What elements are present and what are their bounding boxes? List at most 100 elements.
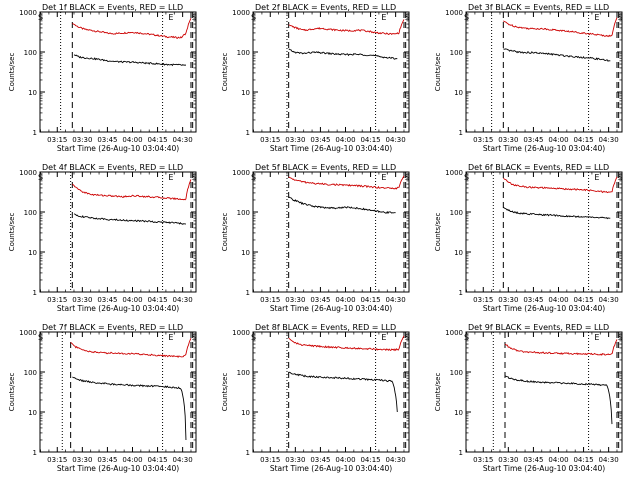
events-series-line (73, 54, 186, 67)
detector-panel: Det 8f BLACK = Events, RED = LLD 1 10 100 10… (221, 323, 410, 473)
event-marker-label: E (381, 333, 386, 342)
event-marker-label: S (251, 173, 256, 182)
x-axis-label: Start Time (26-Aug-10 03:04:40) (270, 304, 392, 313)
y-tick-label: 1 (246, 449, 250, 457)
x-tick-label: 04:00 (335, 296, 355, 304)
event-marker-label: S (38, 13, 43, 22)
y-tick-label: 100 (24, 369, 37, 377)
detector-panel: Det 9f BLACK = Events, RED = LLD 1 10 100 10… (434, 323, 623, 473)
event-marker-label: S (618, 173, 623, 182)
lld-series-line (288, 19, 405, 36)
panel-title: Det 5f BLACK = Events, RED = LLD (255, 163, 396, 172)
x-tick-label: 04:30 (173, 136, 193, 144)
panel-title: Det 1f BLACK = Events, RED = LLD (42, 3, 183, 12)
x-tick-label: 03:45 (97, 296, 117, 304)
x-tick-label: 04:30 (599, 456, 619, 464)
lld-series-line (72, 18, 192, 39)
event-marker-label: E (594, 173, 599, 182)
events-series-line (503, 207, 611, 220)
y-tick-label: 1 (33, 129, 37, 137)
x-tick-label: 04:30 (173, 456, 193, 464)
x-tick-label: 04:30 (386, 296, 406, 304)
x-tick-label: 04:00 (122, 296, 142, 304)
y-tick-label: 100 (237, 369, 250, 377)
panel-title: Det 9f BLACK = Events, RED = LLD (468, 323, 609, 332)
y-axis-label: Counts/sec (8, 53, 16, 92)
y-tick-label: 1000 (19, 169, 37, 177)
events-series-line (288, 48, 398, 60)
event-marker-label: S (464, 333, 469, 342)
y-tick-label: 1000 (232, 169, 250, 177)
plot-frame (252, 171, 410, 293)
y-tick-label: 1000 (19, 9, 37, 17)
y-tick-label: 10 (454, 249, 463, 257)
event-marker-label: S (464, 173, 469, 182)
y-tick-label: 10 (28, 249, 37, 257)
x-tick-label: 04:15 (147, 136, 167, 144)
y-tick-label: 10 (241, 89, 250, 97)
x-tick-label: 03:15 (260, 136, 280, 144)
x-tick-label: 03:30 (498, 136, 518, 144)
plot-frame (252, 11, 410, 133)
x-tick-label: 04:15 (573, 456, 593, 464)
y-tick-label: 1000 (445, 329, 463, 337)
events-series-line (72, 376, 187, 440)
y-axis-label: Counts/sec (221, 213, 229, 252)
x-axis-label: Start Time (26-Aug-10 03:04:40) (483, 464, 605, 473)
x-tick-label: 03:15 (473, 136, 493, 144)
x-tick-label: 03:30 (72, 136, 92, 144)
y-tick-label: 1000 (445, 9, 463, 17)
y-tick-label: 1 (33, 289, 37, 297)
events-series-line (288, 196, 396, 215)
plot-frame (465, 331, 623, 453)
plot-frame (39, 171, 197, 293)
y-tick-label: 1000 (232, 329, 250, 337)
detector-panel: Det 4f BLACK = Events, RED = LLD 1 10 100 10… (8, 163, 197, 313)
x-tick-label: 04:15 (360, 456, 380, 464)
y-tick-label: 10 (28, 409, 37, 417)
event-marker-label: E (594, 333, 599, 342)
x-tick-label: 04:00 (122, 136, 142, 144)
event-marker-label: S (251, 13, 256, 22)
events-series-line (288, 371, 398, 413)
x-axis-label: Start Time (26-Aug-10 03:04:40) (57, 304, 179, 313)
events-series-line (503, 48, 611, 62)
event-marker-label: S (405, 173, 410, 182)
x-tick-label: 04:30 (173, 296, 193, 304)
x-axis-label: Start Time (26-Aug-10 03:04:40) (483, 144, 605, 153)
y-tick-label: 1 (459, 289, 463, 297)
x-axis-label: Start Time (26-Aug-10 03:04:40) (57, 464, 179, 473)
detector-panel: Det 1f BLACK = Events, RED = LLD 1 10 100 10… (8, 3, 197, 153)
x-tick-label: 03:45 (310, 136, 330, 144)
x-tick-label: 04:00 (548, 136, 568, 144)
x-axis-label: Start Time (26-Aug-10 03:04:40) (270, 464, 392, 473)
y-axis-label: Counts/sec (221, 53, 229, 92)
event-marker-label: S (405, 13, 410, 22)
x-tick-label: 03:45 (310, 296, 330, 304)
y-tick-label: 100 (450, 369, 463, 377)
y-tick-label: 1 (246, 129, 250, 137)
event-marker-label: S (192, 13, 197, 22)
x-tick-label: 03:15 (47, 296, 67, 304)
event-marker-label: E (168, 333, 173, 342)
x-tick-label: 03:15 (47, 136, 67, 144)
event-marker-label: E (168, 173, 173, 182)
y-tick-label: 100 (450, 49, 463, 57)
x-tick-label: 04:15 (147, 456, 167, 464)
x-tick-label: 03:30 (72, 296, 92, 304)
detector-panel: Det 6f BLACK = Events, RED = LLD 1 10 100 10… (434, 163, 623, 313)
plot-frame (252, 331, 410, 453)
y-tick-label: 1 (246, 289, 250, 297)
y-tick-label: 1 (459, 449, 463, 457)
x-tick-label: 03:45 (97, 136, 117, 144)
x-tick-label: 04:30 (599, 136, 619, 144)
event-marker-label: S (192, 333, 197, 342)
y-tick-label: 10 (241, 409, 250, 417)
x-tick-label: 03:15 (260, 296, 280, 304)
detector-panel: Det 7f BLACK = Events, RED = LLD 1 10 100 10… (8, 323, 197, 473)
x-tick-label: 03:15 (473, 296, 493, 304)
lld-series-line (504, 339, 618, 356)
y-tick-label: 10 (28, 89, 37, 97)
y-axis-label: Counts/sec (221, 373, 229, 412)
event-marker-label: S (38, 333, 43, 342)
